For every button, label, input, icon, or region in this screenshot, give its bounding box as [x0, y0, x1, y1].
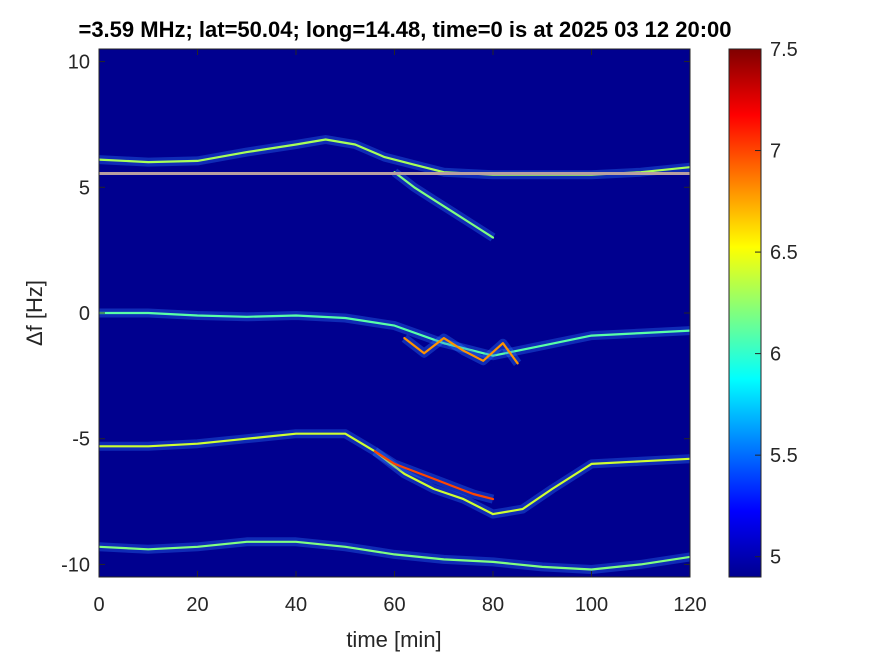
x-tick-label: 0 [93, 594, 104, 616]
plot-area-background [99, 49, 690, 577]
colorbar-tick-label: 7.5 [770, 39, 798, 61]
colorbar-ticks: 5 5.5 6 6.5 7 7.5 [755, 39, 798, 569]
y-tick-label: 5 [79, 177, 90, 199]
x-axis-ticks: 0 20 40 60 80 100 120 [93, 49, 707, 616]
colorbar-tick-label: 5 [770, 547, 781, 569]
y-tick-label: -5 [72, 429, 90, 451]
trace-6 [99, 540, 690, 571]
trace-5 [373, 450, 495, 501]
colorbar-tick-label: 6.5 [770, 242, 798, 264]
y-axis-ticks: -10 -5 0 5 10 [61, 52, 690, 576]
colorbar-tick-label: 7 [770, 141, 781, 163]
x-tick-label: 80 [482, 594, 504, 616]
colorbar-tick-label: 5.5 [770, 445, 798, 467]
trace-3 [403, 337, 519, 365]
colorbar-tick-label: 6 [770, 344, 781, 366]
trace-1 [393, 171, 495, 239]
plot-data-layer [99, 135, 690, 574]
y-tick-label: 10 [68, 52, 90, 74]
x-tick-label: 100 [575, 594, 608, 616]
chart-title: =3.59 MHz; lat=50.04; long=14.48, time=0… [78, 17, 731, 42]
y-tick-label: 0 [79, 303, 90, 325]
x-tick-label: 60 [383, 594, 405, 616]
x-tick-label: 40 [285, 594, 307, 616]
x-tick-label: 20 [186, 594, 208, 616]
x-axis-label: time [min] [346, 627, 441, 652]
x-tick-label: 120 [673, 594, 706, 616]
trace-2 [99, 311, 690, 357]
y-axis-label: Δf [Hz] [22, 280, 47, 346]
colorbar [728, 48, 762, 578]
y-tick-label: -10 [61, 554, 90, 576]
trace-4 [99, 432, 690, 516]
